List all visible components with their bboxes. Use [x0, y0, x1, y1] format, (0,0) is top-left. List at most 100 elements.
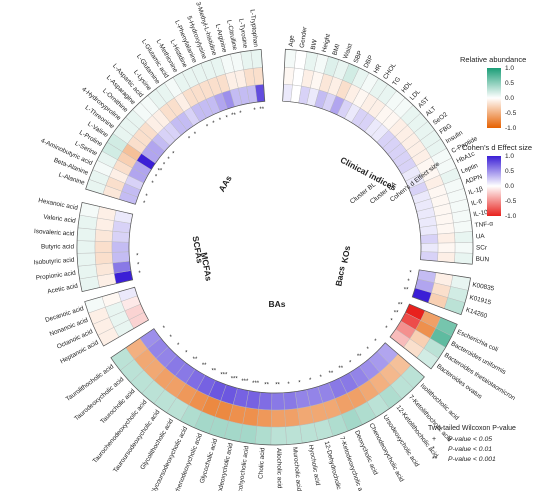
significance-mark: * [206, 124, 209, 130]
variable-label: Acetic acid [47, 283, 79, 296]
variable-label: Murocholic acid [291, 447, 302, 491]
significance-mark: * [298, 380, 301, 386]
significance-mark: ** [338, 366, 343, 372]
variable-label: Hexanoic acid [38, 197, 79, 212]
legend-tick-label: 0.0 [505, 95, 514, 102]
variable-label: Leptin [460, 162, 479, 175]
significance-mark: * [385, 326, 388, 332]
variable-label: LDL [409, 88, 422, 102]
significance-mark: *** [220, 373, 228, 379]
significance-mark: * [151, 181, 154, 187]
variable-label: K01915 [469, 294, 493, 306]
variable-label: Valeric acid [43, 214, 77, 225]
significance-mark: * [366, 347, 369, 353]
heatmap-cell [94, 252, 113, 265]
heatmap-cell [79, 202, 100, 219]
heatmap-cell [76, 252, 97, 267]
significance-mark: *** [252, 381, 260, 387]
sig-legend-symbol: * [432, 446, 435, 453]
significance-mark: * [390, 318, 393, 324]
significance-mark: ** [329, 371, 334, 377]
variable-label: Taurolithocholic acid [65, 363, 116, 403]
significance-mark: * [143, 201, 146, 207]
significance-mark: * [137, 262, 140, 268]
legend-effect-bar [487, 156, 501, 216]
heatmap-cell [250, 49, 263, 69]
heatmap-cell [254, 425, 272, 446]
significance-mark: * [185, 350, 188, 356]
heatmap-cell [97, 206, 117, 221]
variable-label: ALT [425, 105, 438, 118]
variable-label: UA [476, 233, 486, 240]
significance-mark: * [188, 137, 191, 143]
variable-label: BW [310, 38, 319, 50]
variable-label: Isobutyric acid [33, 257, 75, 267]
legend-relative-abundance: Relative abundance 1.0 0.5 0.0 -0.5 -1.0 [460, 55, 526, 132]
variable-label: TG [391, 76, 402, 87]
sector-outline [110, 328, 425, 446]
significance-mark: * [167, 157, 170, 163]
significance-mark: * [172, 151, 175, 157]
legend-effect-title: Cohen's d Effect size [462, 143, 532, 152]
legend-tick-label: -0.5 [505, 198, 517, 205]
sig-legend-text: P-value < 0.001 [448, 456, 496, 463]
significance-mark: * [177, 343, 180, 349]
variable-label: SCr [476, 245, 488, 252]
variable-label: Height [321, 33, 332, 53]
heatmap-cell [420, 242, 439, 253]
legend-tick-label: 1.0 [505, 65, 514, 72]
significance-mark: * [138, 271, 141, 277]
variable-label: Allocholic acid [275, 448, 283, 489]
legend-tick-label: 0.5 [505, 80, 514, 87]
significance-legend: Two-tailed Wilcoxon P-value + P-value < 0… [428, 425, 516, 463]
variable-label: IL-1β [468, 186, 484, 197]
sig-legend-title: Two-tailed Wilcoxon P-value [428, 425, 516, 432]
heatmap-cell [258, 392, 273, 411]
variable-label: IL-6 [471, 198, 484, 207]
sig-legend-symbol: + [432, 436, 436, 443]
sig-legend-text: P-value < 0.05 [448, 436, 492, 443]
significance-mark: ** [158, 168, 163, 174]
legend-tick-label: 1.0 [505, 153, 514, 160]
significance-mark: ** [398, 303, 403, 309]
sector-outline [411, 269, 471, 316]
significance-mark: ** [193, 357, 198, 363]
significance-mark: ** [264, 382, 269, 388]
significance-mark: * [253, 108, 256, 114]
legend-abundance-title: Relative abundance [460, 55, 526, 64]
variable-label: Propionic acid [35, 270, 76, 282]
group-label: MCFAs [199, 252, 214, 282]
heatmap-cell [283, 391, 298, 410]
variable-label: Glycohyocholic acid [236, 445, 251, 491]
significance-mark: * [212, 121, 215, 127]
significance-mark: * [309, 378, 312, 384]
legend-tick-label: -1.0 [505, 213, 517, 220]
heatmap-cell [111, 251, 130, 264]
variable-label: L-Tryptophan [248, 9, 259, 48]
variable-label: Cholic acid [258, 447, 267, 479]
variable-label: ADPN [464, 173, 483, 185]
significance-mark: * [219, 118, 222, 124]
variable-label: K14260 [465, 307, 489, 321]
heatmap-cell [420, 233, 439, 244]
variable-label: Hyocholic acid [307, 444, 321, 486]
heatmap-cell [94, 229, 113, 242]
heatmap-cell [437, 232, 456, 244]
sector-outline [76, 202, 134, 292]
variable-label: BUN [475, 256, 489, 264]
sector-outline [389, 303, 458, 370]
significance-mark: * [287, 382, 290, 388]
variable-label: 7-Ketolithocholic acid [407, 394, 453, 444]
significance-mark: ** [404, 288, 409, 294]
significance-mark: * [155, 175, 158, 181]
variable-label: K00835 [472, 282, 495, 293]
variable-label: Taurodeoxycholic acid [73, 376, 125, 423]
significance-mark: * [145, 194, 148, 200]
variable-label: Bacteroides ovatus [435, 363, 483, 401]
heatmap-cell [285, 425, 303, 445]
heatmap-cell [454, 252, 474, 265]
heatmap-cell [111, 241, 130, 253]
variable-label: Waist [342, 43, 354, 60]
